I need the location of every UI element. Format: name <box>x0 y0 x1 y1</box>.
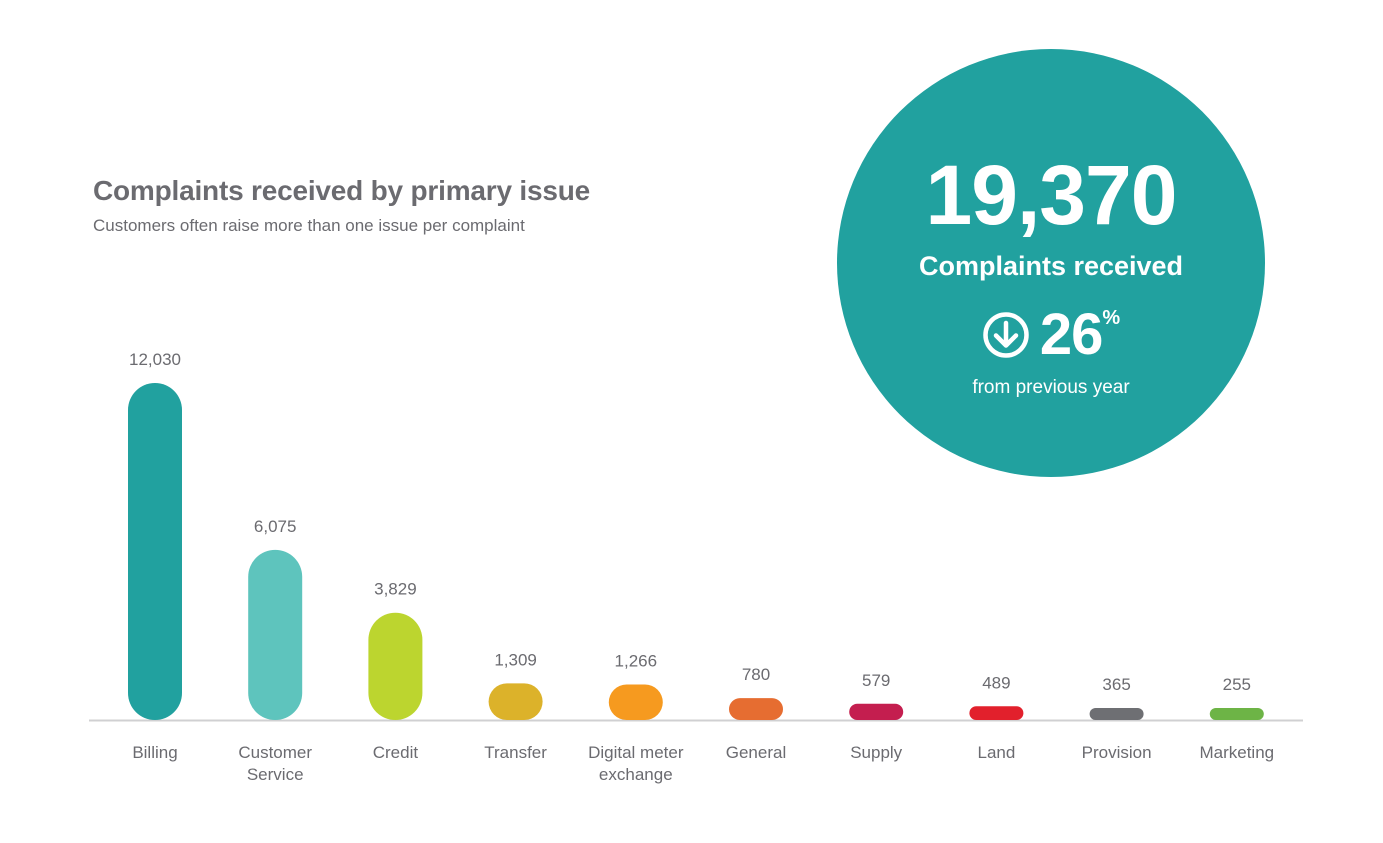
change-percent-value: 26 <box>1039 302 1104 367</box>
value-label-6: 579 <box>862 671 890 690</box>
bar-8 <box>1089 708 1144 720</box>
chart-title: Complaints received by primary issue <box>93 175 591 206</box>
bar-4 <box>608 684 663 720</box>
year-change: 26 % <box>837 303 1265 367</box>
arrow-down-circle-icon <box>983 312 1029 358</box>
bar-6 <box>849 703 904 720</box>
bar-3 <box>488 683 543 720</box>
change-caption: from previous year <box>972 377 1130 398</box>
category-label-4: Digital meter exchange <box>588 743 684 784</box>
value-label-4: 1,266 <box>615 652 658 671</box>
bar-9 <box>1209 708 1264 720</box>
bar-0 <box>128 383 182 720</box>
total-complaints: 19,370 <box>925 148 1178 242</box>
category-label-1: Customer Service <box>238 743 312 784</box>
value-label-5: 780 <box>742 665 770 684</box>
value-label-0: 12,030 <box>129 350 181 369</box>
value-label-1: 6,075 <box>254 517 297 536</box>
category-label-0: Billing <box>132 743 177 762</box>
category-label-5: General <box>726 743 786 762</box>
bar-1 <box>248 549 303 720</box>
chart-subtitle: Customers often raise more than one issu… <box>93 216 525 235</box>
value-label-9: 255 <box>1223 675 1251 694</box>
category-label-7: Land <box>977 743 1015 762</box>
category-label-6: Supply <box>850 743 902 762</box>
value-label-2: 3,829 <box>374 580 417 599</box>
value-label-7: 489 <box>982 673 1010 692</box>
category-label-3: Transfer <box>484 743 547 762</box>
value-label-8: 365 <box>1102 675 1130 694</box>
total-complaints-label: Complaints received <box>918 251 1184 281</box>
value-label-3: 1,309 <box>494 650 537 669</box>
category-label-8: Provision <box>1082 743 1152 762</box>
summary-circle: 19,370 Complaints received 26 % from pre… <box>837 49 1265 477</box>
change-percent-unit: % <box>1102 307 1121 329</box>
category-label-9: Marketing <box>1199 743 1274 762</box>
bar-5 <box>729 698 783 720</box>
bar-7 <box>969 706 1024 720</box>
bar-2 <box>368 612 423 720</box>
category-label-2: Credit <box>373 743 419 762</box>
